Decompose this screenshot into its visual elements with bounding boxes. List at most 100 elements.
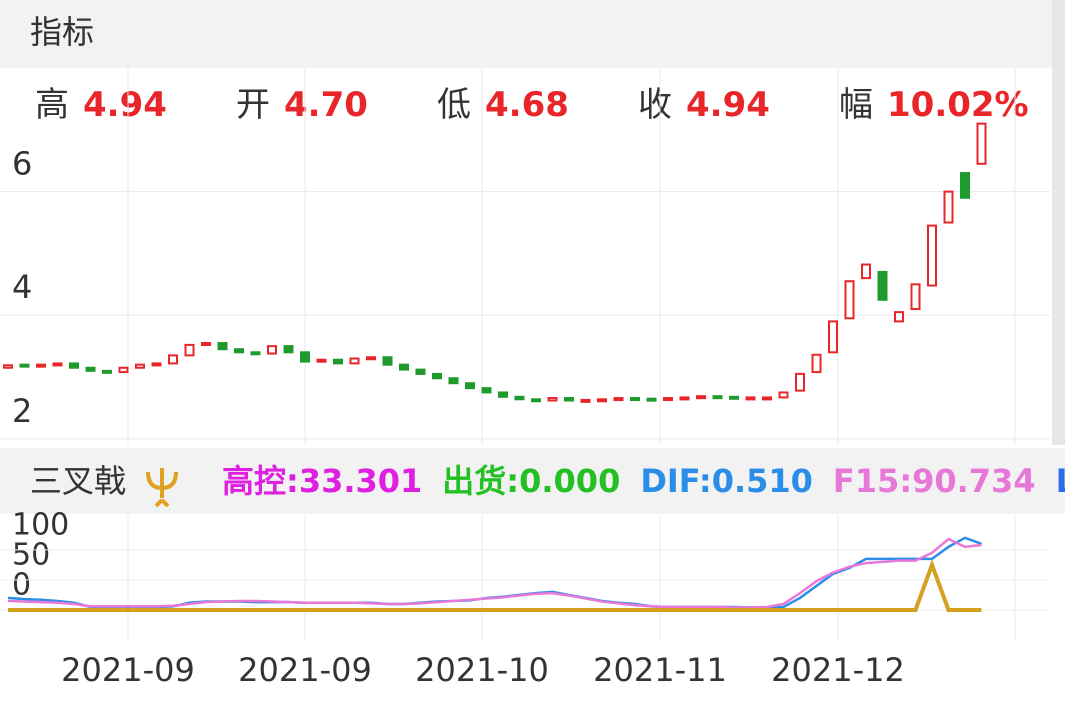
candle — [36, 363, 46, 368]
candle — [250, 351, 261, 356]
legend-label: 出货: — [442, 462, 519, 500]
candle — [613, 397, 624, 402]
candle — [646, 397, 657, 402]
candle — [745, 396, 756, 401]
quote-label: 收 — [638, 85, 672, 125]
candle — [366, 356, 376, 361]
y-tick-label: 100 — [12, 507, 69, 542]
candle — [960, 172, 970, 199]
quote-value: 10.02% — [887, 85, 1029, 125]
candle — [630, 397, 640, 402]
scrollbar[interactable] — [1052, 0, 1065, 445]
quote-item: 收 4.94 — [638, 85, 770, 125]
x-tick-label: 2021-10 — [415, 651, 549, 689]
candle — [498, 391, 508, 398]
candle — [432, 372, 442, 380]
candle — [927, 224, 937, 287]
header-bar — [0, 0, 1065, 68]
candle — [943, 190, 954, 224]
candle — [679, 396, 690, 401]
candle — [712, 395, 723, 400]
indicator-name: 三叉戟 — [30, 462, 126, 500]
candle — [69, 362, 79, 369]
candle — [861, 263, 871, 280]
candle — [85, 366, 96, 372]
candle — [729, 395, 739, 400]
quote-value: 4.70 — [284, 85, 368, 125]
candle — [333, 358, 343, 365]
y-tick-label: 0 — [12, 567, 31, 602]
candle — [102, 369, 112, 374]
y-tick-label: 2 — [12, 392, 32, 430]
x-tick-label: 2021-09 — [238, 651, 372, 689]
candle — [135, 363, 145, 369]
candle — [844, 280, 855, 320]
candle — [300, 351, 310, 363]
candle — [217, 342, 228, 351]
candle — [514, 395, 525, 401]
candle — [877, 270, 888, 301]
x-tick-label: 2021-12 — [771, 651, 905, 689]
candle — [976, 122, 987, 165]
legend-label: DIF: — [640, 462, 711, 500]
candle — [778, 391, 789, 399]
y-tick-label: 50 — [12, 537, 50, 572]
candle — [547, 397, 558, 402]
indicator-bar — [0, 448, 1065, 514]
quote-item: 开 4.70 — [236, 85, 368, 125]
quote-value: 4.68 — [485, 85, 569, 125]
candle — [580, 398, 591, 403]
indicator-legend: 高控:33.301 出货:0.000 DIF:0.510 F15:90.734 L — [222, 462, 1065, 500]
candle — [118, 366, 129, 374]
candle — [795, 372, 805, 392]
quote-item: 高 4.94 — [35, 85, 167, 125]
header-title: 指标 — [30, 13, 94, 51]
candle — [811, 353, 822, 374]
candle — [267, 345, 277, 355]
y-tick-label: 4 — [12, 268, 32, 306]
candle — [894, 311, 904, 323]
candle — [481, 387, 492, 394]
candle — [3, 364, 13, 369]
candle — [762, 396, 772, 401]
quote-label: 低 — [437, 85, 471, 125]
trident-icon — [146, 468, 178, 508]
indicator-line — [8, 559, 982, 612]
candle — [828, 320, 838, 354]
candle — [465, 382, 475, 390]
x-tick-label: 2021-09 — [61, 651, 195, 689]
quote-item: 幅 10.02% — [839, 85, 1029, 125]
legend-value: 33.301 — [299, 462, 422, 500]
legend-label: 高控: — [222, 462, 299, 500]
candle — [448, 377, 459, 385]
candle — [696, 395, 706, 400]
candle — [349, 357, 360, 365]
legend-label: F15: — [833, 462, 912, 500]
candle — [531, 398, 541, 403]
candle — [382, 356, 393, 366]
candle — [316, 358, 327, 363]
x-tick-label: 2021-11 — [593, 651, 727, 689]
quote-label: 高 — [35, 85, 69, 125]
candle — [663, 397, 673, 402]
candle — [52, 362, 63, 367]
legend-label: L — [1056, 462, 1065, 500]
quote-label: 开 — [236, 85, 270, 125]
candle — [19, 363, 30, 368]
candle — [168, 354, 178, 365]
candle — [564, 397, 574, 402]
legend-value: 0.000 — [519, 462, 620, 500]
quote-label: 幅 — [839, 85, 873, 125]
candle — [283, 345, 294, 354]
indicator-line — [7, 537, 982, 609]
candle — [597, 398, 607, 403]
quote-value: 4.94 — [686, 85, 770, 125]
y-tick-label: 6 — [12, 145, 32, 183]
candle — [910, 283, 921, 311]
quote-item: 低 4.68 — [437, 85, 569, 125]
candle — [399, 363, 409, 371]
legend-value: 0.510 — [712, 462, 813, 500]
candle — [234, 348, 244, 354]
